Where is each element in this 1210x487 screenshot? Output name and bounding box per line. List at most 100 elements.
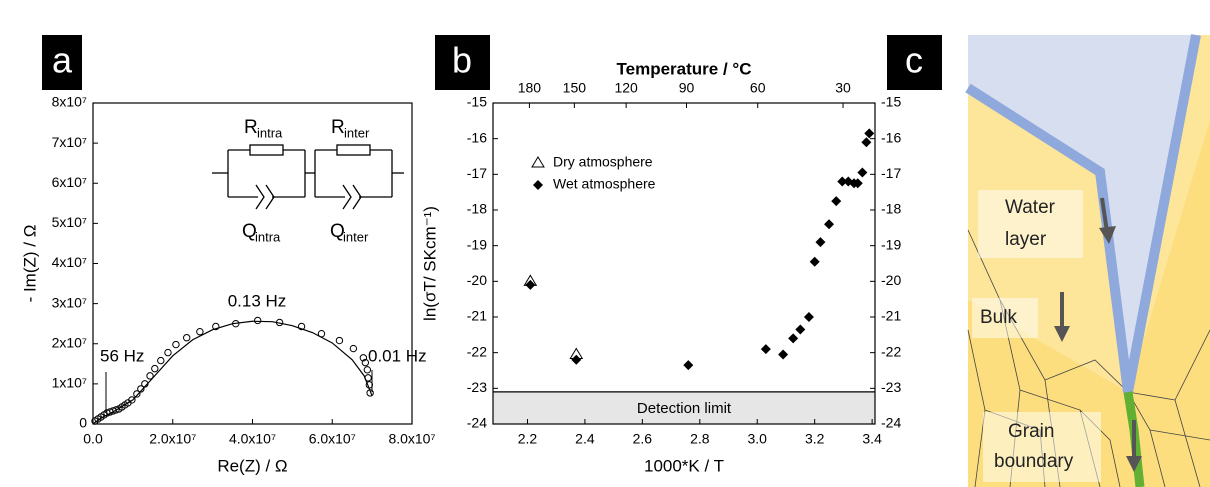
x-tick-label: 2.4 [575,431,595,447]
fit-line [92,320,373,425]
data-point [112,406,120,414]
x-tick-label: 3.2 [805,431,825,447]
diagram-label: Bulk [980,307,1017,328]
legend-label: Wet atmosphere [553,176,656,192]
y-tick-label: -21 [467,308,487,324]
detection-label: Detection limit [637,400,732,417]
data-point [157,356,165,365]
data-point [361,358,370,367]
annotation: 0.01 Hz [368,346,427,365]
data-point [809,256,820,267]
x-tick-label: 6.0x10⁷ [309,431,356,447]
y-tick-label: 5x10⁷ [52,214,87,230]
y2-tick-label: -15 [881,94,901,110]
label-box [972,298,1038,338]
detection-region [493,391,875,424]
legend-label: Dry atmosphere [553,154,653,170]
plot-frame [492,102,876,425]
x-tick-label: 0.0 [83,431,103,447]
grain-illustration: Water layer Bulk Grain boundary [965,34,1210,487]
data-point [837,176,848,187]
y-tick-label: 6x10⁷ [52,174,87,190]
circuit-label-sub: intra [257,125,283,140]
data-point [183,334,191,342]
label-box [983,412,1101,482]
y-tick-label: 2x10⁷ [52,334,87,350]
data-point [363,366,372,374]
circuit-label: Q [242,221,257,242]
y-tick-label: 1x10⁷ [52,375,87,391]
x2-tick-label: 60 [750,80,766,96]
panel-label: a [52,40,73,81]
data-point [803,312,814,322]
label-box [978,190,1083,258]
circuit [212,144,404,210]
y-tick-label: -18 [467,201,487,217]
data-point [196,328,204,336]
data-point [852,178,863,189]
diagram-label: Grain [1008,421,1054,442]
y-tick-label: -22 [467,343,487,359]
data-point [571,354,582,365]
data-point [349,344,358,353]
data-point [151,364,159,373]
y-tick-label: 4x10⁷ [52,254,87,270]
x-tick-label: 2.0x10⁷ [149,431,196,447]
circuit-label-sub: inter [344,125,370,140]
x-tick-label: 3.4 [862,431,882,447]
y-tick-label: -19 [467,236,487,252]
panel-label: b [452,40,472,81]
x-tick-label: 3.0 [748,431,768,447]
data-point [788,333,799,344]
x2-tick-label: 150 [563,80,587,96]
diagram-label: layer [1005,229,1047,250]
y-tick-label: -16 [467,129,487,145]
data-point [778,349,789,360]
legend-marker [531,156,545,168]
x2-axis-label: Temperature / °C [617,59,752,78]
x2-tick-label: 120 [614,80,638,96]
diagram-label: Water [1005,197,1056,218]
data-point [864,128,875,139]
y-tick-label: 0 [79,415,87,431]
panel-label-box [435,35,490,90]
data-point [137,385,145,393]
x-tick-label: 2.2 [518,431,538,447]
y-tick-label: -17 [467,165,487,181]
x-tick-label: 4.0x10⁷ [229,431,276,447]
data-point [824,219,835,230]
data-point [335,336,344,345]
data-point [815,237,826,248]
y2-tick-label: -24 [881,415,901,431]
y2-tick-label: -19 [881,236,901,252]
data-point [297,322,306,331]
circuit-label: R [331,117,345,138]
y2-tick-label: -20 [881,272,901,288]
y-axis-label: - Im(Z) / Ω [20,225,39,303]
y-tick-label: -20 [467,272,487,288]
circuit-label-sub: inter [343,229,369,244]
data-point [760,344,771,355]
y-axis-label: ln(σT/ SKcm⁻¹) [420,206,439,321]
x-tick-label: 2.6 [633,431,653,447]
data-point [795,324,806,335]
circuit-label-sub: intra [255,229,281,244]
y-tick-label: -15 [467,94,487,110]
bulk-shade [968,120,1210,487]
data-point [133,390,141,398]
data-point [146,372,154,380]
data-point [359,354,368,362]
x2-tick-label: 30 [835,80,851,96]
arrows [1054,197,1142,472]
data-point [212,322,220,331]
circuit-label: Q [330,221,345,242]
diagram-label: boundary [994,451,1074,472]
y2-tick-label: -16 [881,129,901,145]
x-tick-label: 2.8 [690,431,710,447]
y2-tick-label: -21 [881,308,901,324]
x-axis-label: 1000*K / T [644,456,724,475]
y-tick-label: -24 [467,415,487,431]
data-point [172,340,180,349]
data-point [128,396,136,404]
